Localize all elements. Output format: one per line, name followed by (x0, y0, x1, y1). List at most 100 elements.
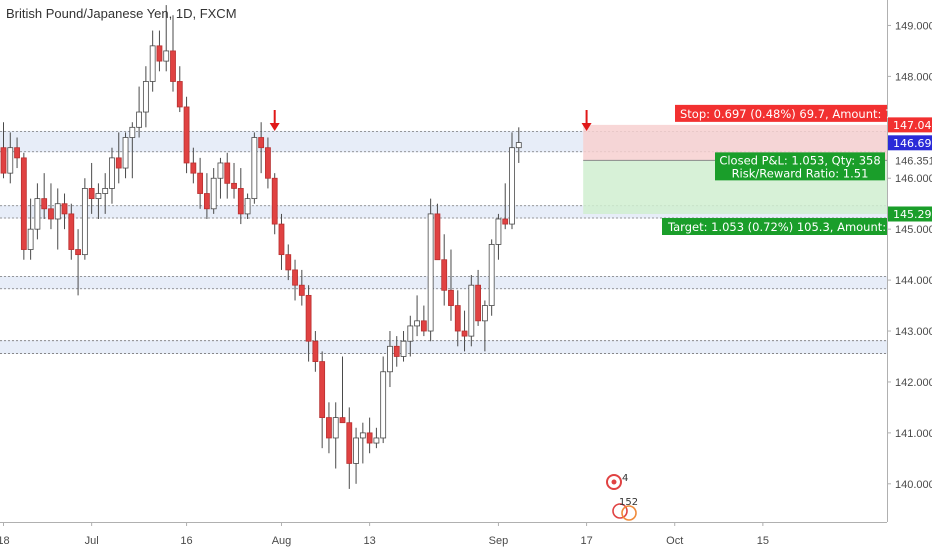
candle-body-49 (332, 417, 339, 439)
position-labels: Stop: 0.697 (0.48%) 69.7, Amount: 7 Close… (662, 104, 892, 235)
candle-50 (339, 356, 346, 424)
price-tick-label-0: 149.000 (895, 20, 932, 32)
candle-body-59 (400, 340, 407, 357)
candle-body-2 (14, 147, 20, 159)
candle-8 (54, 188, 61, 250)
candle-body-48 (326, 417, 332, 439)
candle-body-24 (163, 50, 170, 62)
candle-44 (298, 269, 305, 306)
candle-34 (231, 162, 237, 199)
time-tick-label-1: Jul (85, 535, 99, 547)
candle-37 (251, 132, 258, 204)
target-label-box (662, 217, 887, 235)
candle-12 (81, 178, 88, 260)
candle-65 (441, 234, 448, 306)
candle-body-66 (448, 289, 454, 306)
candle-38 (258, 122, 265, 174)
candle-52 (353, 427, 359, 484)
price-tick-label-1: 148.000 (895, 71, 932, 83)
candle-body-63 (427, 213, 434, 332)
candle-body-67 (454, 305, 461, 332)
candle-body-76 (515, 142, 522, 149)
target-price-badge: 145.298 (893, 208, 932, 221)
candle-67 (454, 290, 461, 347)
candle-70 (475, 269, 482, 326)
stop-price-badge-box (888, 117, 932, 133)
candle-body-20 (136, 111, 143, 128)
candle-body-51 (346, 422, 353, 464)
candle-10 (68, 203, 75, 260)
candle-body-40 (271, 177, 278, 225)
candle-body-16 (109, 157, 115, 189)
candle-74 (502, 183, 509, 230)
candle-6 (41, 173, 48, 219)
price-tick-label-3: 146.000 (895, 173, 932, 185)
candle-body-47 (319, 361, 326, 418)
candle-72 (488, 239, 495, 316)
candle-15 (102, 173, 109, 214)
candle-30 (203, 173, 210, 219)
candle-18 (122, 132, 129, 179)
boost-icon[interactable] (606, 474, 622, 490)
candle-body-74 (502, 218, 509, 225)
candle-64 (434, 203, 441, 261)
candle-body-61 (414, 320, 420, 327)
candle-0 (0, 122, 7, 179)
candle-33 (224, 152, 231, 199)
candle-body-56 (380, 371, 387, 439)
time-tick-label-8: 15 (757, 535, 769, 547)
pnl-label-box (715, 152, 885, 181)
candle-body-8 (54, 203, 61, 220)
comment-icon[interactable] (612, 503, 628, 519)
candle-body-32 (217, 162, 224, 179)
candle-48 (326, 402, 332, 454)
entry-price-label: 146.351 (895, 155, 932, 167)
candle-60 (407, 315, 414, 357)
target-label: Target: 1.053 (0.72%) 105.3, Amount: (667, 220, 886, 234)
time-tick-label-0: 18 (0, 535, 10, 547)
candle-body-64 (434, 213, 441, 261)
candle-54 (366, 417, 373, 454)
candle-body-69 (468, 284, 475, 337)
candle-63 (427, 198, 434, 342)
candle-36 (244, 193, 251, 219)
idea-icons[interactable]: 4 152 (606, 473, 638, 521)
time-tick-label-4: 13 (363, 535, 375, 547)
candle-31 (210, 168, 217, 214)
candle-57 (387, 331, 393, 388)
candle-32 (217, 157, 224, 199)
candle-23 (156, 30, 163, 72)
candle-41 (278, 213, 285, 270)
candle-7 (48, 183, 54, 230)
stop-label-box (675, 104, 887, 122)
candle-1 (7, 132, 14, 184)
candle-9 (61, 193, 68, 230)
price-tick-label-4: 145.000 (895, 224, 932, 236)
candle-24 (163, 5, 170, 72)
candle-body-31 (210, 177, 217, 210)
time-tick-label-5: Sep (489, 535, 509, 547)
time-axis-ticks: 18 Jul 16 Aug 13 Sep 17 Oct 15 (0, 522, 769, 547)
stop-label: Stop: 0.697 (0.48%) 69.7, Amount: 7 (680, 107, 892, 121)
candle-body-65 (441, 259, 448, 291)
candle-46 (312, 331, 319, 372)
candle-body-23 (156, 45, 163, 62)
candle-58 (393, 336, 400, 367)
comment-count: 152 (619, 497, 638, 508)
candle-body-13 (88, 188, 95, 200)
candle-body-52 (353, 437, 359, 464)
candle-11 (75, 229, 81, 296)
candle-body-7 (48, 208, 54, 220)
comment-icon-secondary (621, 505, 637, 521)
candle-body-62 (420, 320, 427, 332)
candle-2 (14, 137, 20, 169)
candle-body-34 (231, 182, 237, 189)
price-tick-label-7: 142.000 (895, 377, 932, 389)
candle-28 (190, 147, 197, 184)
last-price-badge-box (888, 135, 932, 151)
candle-16 (109, 147, 115, 204)
risk-reward-label: Risk/Reward Ratio: 1.51 (732, 166, 869, 180)
candle-body-18 (122, 137, 129, 169)
price-tick-label-9: 140.000 (895, 479, 932, 491)
